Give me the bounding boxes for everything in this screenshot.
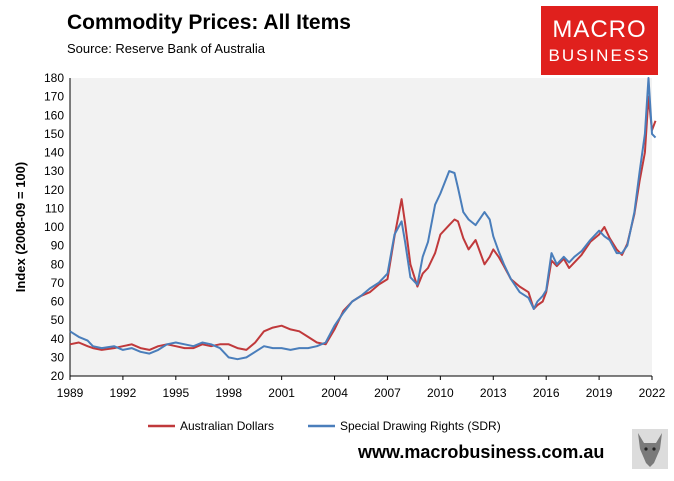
x-axis-ticks: 1989 1992 1995 1998 2001 2004 2007 2010 2013 2016… bbox=[57, 376, 666, 400]
chart-source: Source: Reserve Bank of Australia bbox=[67, 41, 265, 56]
y-tick-label: 90 bbox=[51, 239, 65, 253]
x-tick-label: 2022 bbox=[639, 386, 666, 400]
y-tick-label: 170 bbox=[44, 90, 64, 104]
x-tick-label: 2007 bbox=[374, 386, 401, 400]
y-tick-label: 160 bbox=[44, 108, 64, 122]
y-tick-label: 50 bbox=[51, 313, 65, 327]
y-tick-label: 130 bbox=[44, 164, 64, 178]
logo-line-1: MACRO bbox=[552, 16, 647, 43]
series-lines bbox=[69, 77, 657, 361]
legend-label-sdr: Special Drawing Rights (SDR) bbox=[340, 419, 501, 433]
series-line-aud bbox=[69, 95, 657, 351]
y-tick-label: 40 bbox=[51, 332, 65, 346]
macrobusiness-logo: MACRO BUSINESS bbox=[541, 6, 658, 75]
x-tick-label: 1989 bbox=[57, 386, 84, 400]
x-tick-label: 2004 bbox=[321, 386, 348, 400]
x-tick-label: 1998 bbox=[215, 386, 242, 400]
y-tick-label: 20 bbox=[51, 369, 65, 383]
legend-label-aud: Australian Dollars bbox=[180, 419, 274, 433]
y-tick-label: 150 bbox=[44, 127, 64, 141]
x-tick-label: 2016 bbox=[533, 386, 560, 400]
chart-title: Commodity Prices: All Items bbox=[67, 11, 351, 34]
y-tick-label: 180 bbox=[44, 71, 64, 85]
y-tick-label: 100 bbox=[44, 220, 64, 234]
x-tick-label: 2019 bbox=[586, 386, 613, 400]
legend: Australian Dollars Special Drawing Right… bbox=[148, 419, 501, 433]
y-axis-label: Index (2008-09 = 100) bbox=[13, 162, 28, 292]
y-axis-ticks: 20 30 40 50 60 70 80 90 100 110 120 130 140 150 160 170… bbox=[44, 71, 64, 383]
x-tick-label: 1995 bbox=[162, 386, 189, 400]
x-tick-label: 2001 bbox=[268, 386, 295, 400]
wolf-logo-icon bbox=[632, 429, 668, 469]
plot-area bbox=[70, 78, 652, 376]
y-tick-label: 70 bbox=[51, 276, 65, 290]
series-line-sdr bbox=[69, 77, 657, 361]
y-tick-label: 60 bbox=[51, 295, 65, 309]
x-tick-label: 2010 bbox=[427, 386, 454, 400]
x-tick-label: 2013 bbox=[480, 386, 507, 400]
y-tick-label: 80 bbox=[51, 257, 65, 271]
y-tick-label: 120 bbox=[44, 183, 64, 197]
logo-line-2: BUSINESS bbox=[548, 46, 651, 65]
website-url: www.macrobusiness.com.au bbox=[358, 442, 605, 462]
y-tick-label: 110 bbox=[45, 201, 64, 215]
y-tick-label: 30 bbox=[51, 350, 65, 364]
y-tick-label: 140 bbox=[44, 146, 64, 160]
x-tick-label: 1992 bbox=[110, 386, 137, 400]
